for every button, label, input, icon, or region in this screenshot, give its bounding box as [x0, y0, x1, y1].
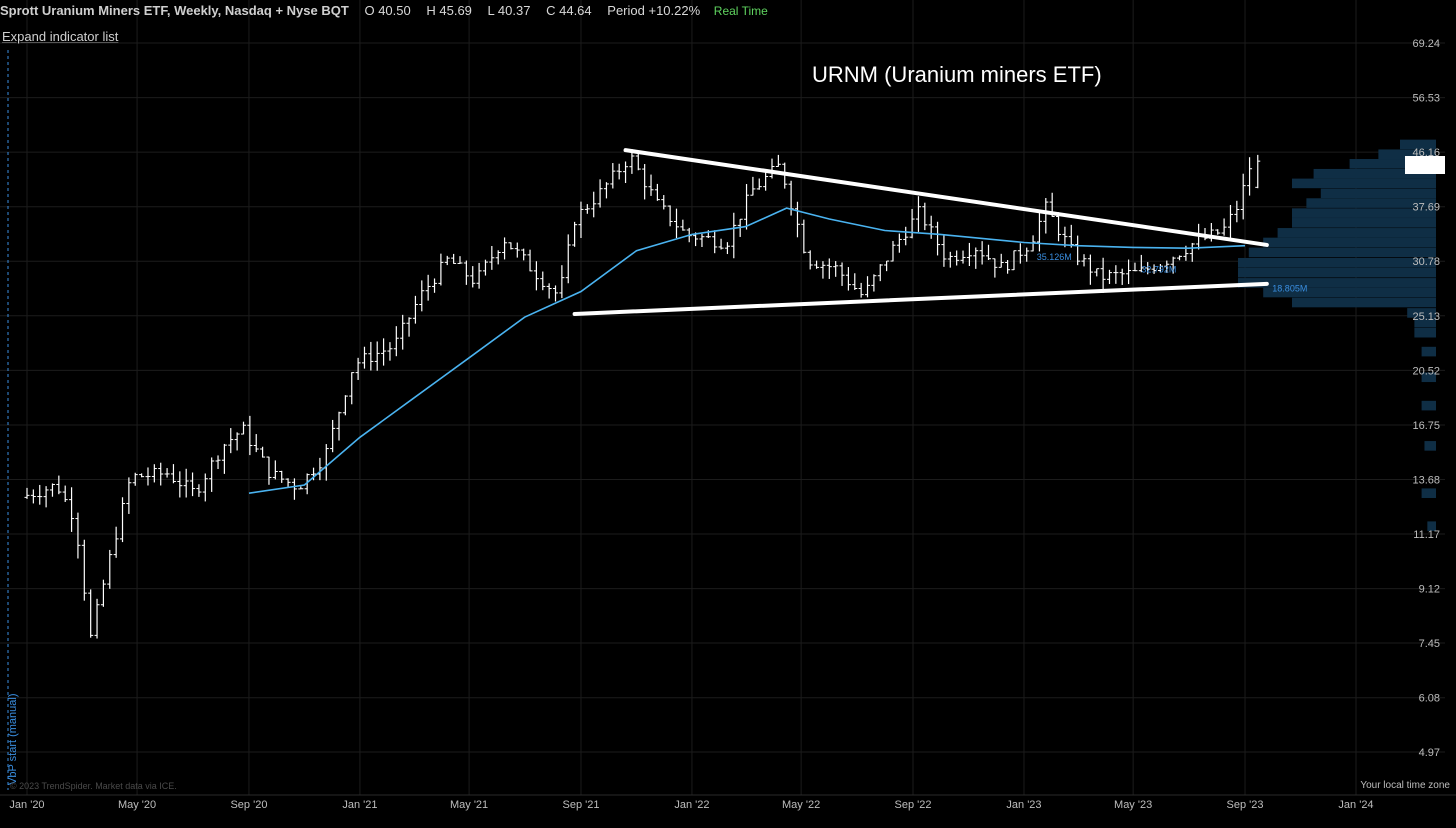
high-value: H 45.69 [426, 3, 472, 18]
moving-average-line [248, 207, 1246, 494]
volume-profile-bar [1407, 308, 1436, 318]
volume-profile-bar [1349, 159, 1436, 169]
volume-profile-bar [1292, 297, 1436, 308]
x-tick-label: Sep '22 [895, 799, 932, 811]
volume-profile-label: 35.126M [1037, 252, 1072, 262]
close-value: C 44.64 [546, 3, 592, 18]
low-number: 40.37 [497, 3, 531, 18]
trendline-upper[interactable] [623, 148, 1269, 247]
y-tick-label: 7.45 [1419, 638, 1440, 650]
chart-header: Sprott Uranium Miners ETF, Weekly, Nasda… [0, 3, 768, 18]
x-tick-label: May '22 [782, 799, 820, 811]
high-number: 45.69 [439, 3, 472, 18]
volume-profile-bar [1292, 218, 1436, 228]
period-label: Period [607, 3, 645, 18]
last-price-marker [1405, 156, 1445, 174]
timezone-label[interactable]: Your local time zone [1360, 780, 1450, 791]
x-tick-label: Sep '20 [230, 799, 267, 811]
triangle-trendlines[interactable] [572, 148, 1269, 316]
volume-profile-bar [1238, 257, 1436, 268]
copyright-text: © 2023 TrendSpider. Market data via ICE. [10, 781, 177, 791]
y-tick-label: 37.69 [1412, 202, 1440, 214]
chart-title: URNM (Uranium miners ETF) [812, 62, 1102, 87]
volume-profile-bar [1424, 441, 1436, 451]
close-number: 44.64 [559, 3, 592, 18]
x-tick-label: May '23 [1114, 799, 1152, 811]
close-label: C [546, 3, 556, 18]
open-value: O 40.50 [364, 3, 410, 18]
x-tick-label: Jan '22 [674, 799, 709, 811]
period-number: +10.22% [648, 3, 701, 18]
vbp-start-label[interactable]: VbP start (manual) [7, 693, 19, 785]
volume-profile-bar [1414, 327, 1436, 338]
chart-grid [0, 0, 1445, 795]
volume-profile-bar [1421, 372, 1436, 383]
volume-profile-bar [1238, 278, 1436, 288]
expand-indicator-list-link[interactable]: Expand indicator list [2, 29, 119, 44]
realtime-badge: Real Time [713, 4, 768, 18]
volume-profile-bar [1292, 208, 1436, 218]
volume-profile-bar [1421, 488, 1436, 498]
y-tick-label: 16.75 [1412, 420, 1440, 432]
open-number: 40.50 [378, 3, 411, 18]
time-axis[interactable]: Jan '20 May '20 Sep '20 Jan '21 May '21 Sep '… [0, 794, 1456, 811]
x-tick-label: May '20 [118, 799, 156, 811]
volume-profile-label: 32.792M [1141, 265, 1176, 275]
low-value: L 40.37 [488, 3, 531, 18]
trendline-lower[interactable] [572, 281, 1269, 316]
volume-profile-labels: 35.126M 32.792M 18.805M [1037, 252, 1308, 293]
volume-profile-bar [1427, 521, 1436, 531]
volume-profile-bar [1421, 346, 1436, 357]
x-tick-label: Jan '21 [342, 799, 377, 811]
volume-profile-bar [1313, 168, 1436, 179]
y-tick-label: 69.24 [1412, 38, 1440, 50]
x-tick-label: Sep '23 [1227, 799, 1264, 811]
symbol-label[interactable]: Sprott Uranium Miners ETF, Weekly, Nasda… [0, 3, 349, 18]
x-tick-label: May '21 [450, 799, 488, 811]
volume-profile-bar [1248, 247, 1436, 258]
volume-profile-bar [1400, 139, 1436, 150]
volume-profile-bar [1320, 188, 1436, 199]
y-tick-label: 25.13 [1412, 311, 1440, 323]
volume-profile-bar [1421, 400, 1436, 411]
y-tick-label: 6.08 [1419, 693, 1440, 705]
y-tick-label: 20.52 [1412, 365, 1440, 377]
y-tick-label: 4.97 [1419, 747, 1440, 759]
price-axis[interactable]: 69.2456.5346.1637.6930.7825.1320.5216.75… [1412, 38, 1440, 759]
x-tick-label: Sep '21 [562, 799, 599, 811]
y-tick-label: 13.68 [1412, 474, 1440, 486]
ohlc-bars [24, 148, 1261, 639]
open-label: O [364, 3, 375, 18]
period-value: Period +10.22% [607, 3, 700, 18]
volume-profile-bar [1378, 149, 1436, 160]
volume-profile-bar [1277, 228, 1436, 238]
volume-profile-bar [1263, 237, 1436, 248]
y-tick-label: 9.12 [1419, 584, 1440, 596]
volume-profile-bar [1263, 287, 1436, 298]
x-tick-label: Jan '23 [1006, 799, 1041, 811]
x-tick-label: Jan '20 [9, 799, 44, 811]
y-tick-label: 11.17 [1413, 529, 1440, 541]
volume-profile-bar [1414, 317, 1436, 328]
y-tick-label: 56.53 [1412, 93, 1440, 105]
x-tick-label: Jan '24 [1338, 799, 1373, 811]
volume-profile [1238, 139, 1436, 531]
y-tick-label: 30.78 [1412, 256, 1440, 268]
high-label: H [426, 3, 436, 18]
volume-profile-bar [1238, 267, 1436, 278]
volume-profile-bar [1292, 178, 1436, 189]
volume-profile-bar [1306, 198, 1436, 208]
volume-profile-label: 18.805M [1272, 284, 1307, 294]
low-label: L [487, 3, 495, 18]
